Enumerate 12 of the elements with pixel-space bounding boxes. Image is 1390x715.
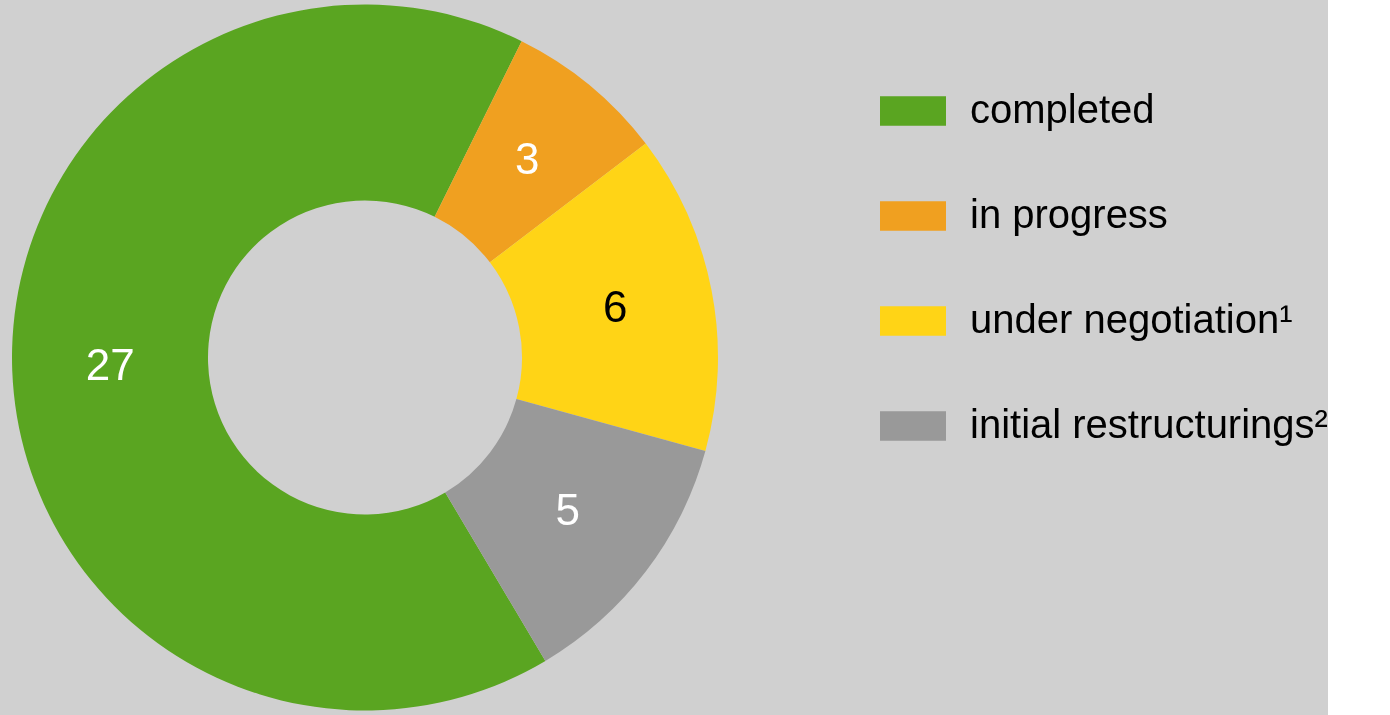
- data-label: 27: [85, 340, 135, 390]
- legend-label: initial restructurings²: [970, 402, 1328, 446]
- data-label: 3: [515, 133, 540, 183]
- donut-slice: [489, 143, 718, 452]
- legend-label: in progress: [970, 192, 1168, 236]
- donut-slice: [434, 41, 646, 263]
- legend-label: under negotiation¹: [970, 297, 1293, 341]
- data-label: 6: [603, 281, 628, 331]
- donut-slice: [445, 399, 706, 661]
- data-label: 5: [555, 485, 581, 535]
- donut-slice: [12, 5, 546, 711]
- legend-label: completed: [970, 87, 1155, 131]
